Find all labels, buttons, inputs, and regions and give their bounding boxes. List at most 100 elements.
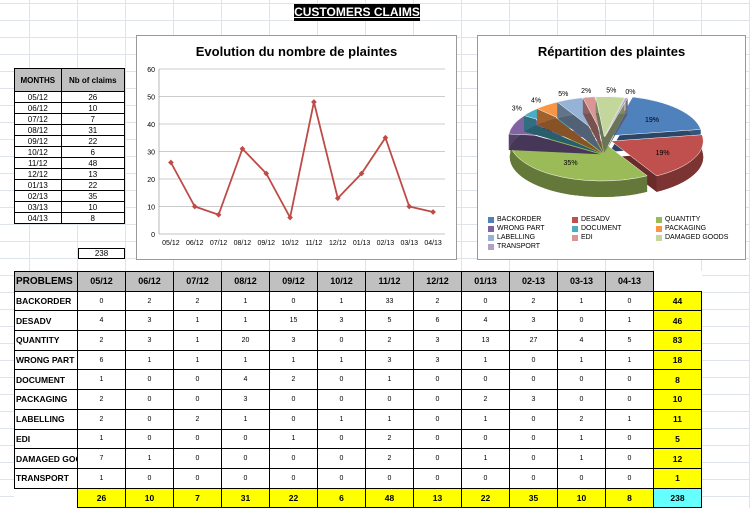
problem-value[interactable]: 0 [605, 290, 654, 312]
problem-value[interactable]: 0 [557, 389, 606, 410]
problem-value[interactable]: 4 [221, 369, 270, 391]
pie-slice-damaged-goods[interactable] [595, 96, 626, 153]
problem-value[interactable]: 0 [173, 428, 222, 450]
problem-value[interactable]: 1 [77, 467, 126, 489]
month-cell[interactable]: 11/12 [14, 157, 62, 169]
problem-value[interactable]: 3 [221, 389, 270, 410]
problem-value[interactable]: 5 [365, 310, 414, 332]
problem-value[interactable]: 6 [77, 349, 126, 371]
problem-value[interactable]: 0 [317, 428, 366, 450]
problem-value[interactable]: 1 [221, 290, 270, 312]
problem-value[interactable]: 2 [173, 290, 222, 312]
problem-value[interactable]: 0 [317, 369, 366, 391]
problem-value[interactable]: 0 [125, 428, 174, 450]
legend-item[interactable]: DAMAGED GOODS [656, 234, 728, 241]
problem-value[interactable]: 0 [509, 349, 558, 371]
problem-value[interactable]: 0 [125, 408, 174, 430]
data-point[interactable] [430, 209, 436, 215]
claims-cell[interactable]: 48 [60, 157, 126, 169]
problem-total[interactable]: 8 [653, 369, 702, 391]
problem-value[interactable]: 6 [413, 310, 462, 332]
claims-cell[interactable]: 8 [60, 212, 126, 224]
month-cell[interactable]: 07/12 [14, 113, 62, 125]
problem-value[interactable]: 1 [173, 330, 222, 351]
problem-value[interactable]: 3 [413, 349, 462, 371]
problem-value[interactable]: 2 [461, 389, 510, 410]
problem-value[interactable]: 1 [605, 349, 654, 371]
problem-value[interactable]: 1 [317, 290, 366, 312]
problem-value[interactable]: 2 [173, 408, 222, 430]
problem-value[interactable]: 1 [605, 408, 654, 430]
problem-value[interactable]: 1 [269, 428, 318, 450]
problem-value[interactable]: 1 [461, 408, 510, 430]
problem-value[interactable]: 0 [317, 448, 366, 469]
problem-value[interactable]: 3 [365, 349, 414, 371]
data-point[interactable] [239, 145, 246, 152]
problem-value[interactable]: 1 [317, 408, 366, 430]
problem-total[interactable]: 44 [653, 290, 702, 312]
problem-name[interactable]: EDI [14, 428, 78, 450]
claims-cell[interactable]: 13 [60, 168, 126, 180]
claims-cell[interactable]: 22 [60, 179, 126, 191]
problem-name[interactable]: DESADV [14, 310, 78, 332]
problem-name[interactable]: DOCUMENT [14, 369, 78, 391]
problem-value[interactable]: 2 [365, 428, 414, 450]
data-point[interactable] [263, 170, 270, 177]
pie-slice-desadv[interactable] [610, 134, 704, 192]
problem-total[interactable]: 11 [653, 408, 702, 430]
column-total[interactable]: 8 [605, 487, 654, 508]
data-point[interactable] [334, 195, 341, 202]
problem-value[interactable]: 2 [365, 448, 414, 469]
month-cell[interactable]: 06/12 [14, 102, 62, 114]
data-point[interactable] [215, 211, 222, 218]
pie-slice-transport[interactable] [604, 97, 629, 153]
problem-value[interactable]: 1 [557, 428, 606, 450]
problem-value[interactable]: 0 [461, 369, 510, 391]
legend-item[interactable]: LABELLING [488, 234, 535, 241]
problem-value[interactable]: 0 [365, 467, 414, 489]
claims-cell[interactable]: 10 [60, 201, 126, 213]
problem-value[interactable]: 0 [125, 467, 174, 489]
legend-item[interactable]: BACKORDER [488, 216, 541, 223]
problem-value[interactable]: 0 [605, 369, 654, 391]
problem-value[interactable]: 0 [557, 310, 606, 332]
problem-value[interactable]: 0 [605, 428, 654, 450]
problem-value[interactable]: 2 [77, 389, 126, 410]
problem-value[interactable]: 1 [557, 290, 606, 312]
problem-total[interactable]: 10 [653, 389, 702, 410]
legend-item[interactable]: DOCUMENT [572, 225, 621, 232]
pie-slice-edi[interactable] [582, 96, 604, 153]
data-point[interactable] [382, 134, 389, 141]
month-cell[interactable]: 04/13 [14, 212, 62, 224]
problem-value[interactable]: 1 [557, 448, 606, 469]
column-total[interactable]: 26 [77, 487, 126, 508]
problem-value[interactable]: 0 [461, 428, 510, 450]
problem-value[interactable]: 1 [605, 310, 654, 332]
problem-total[interactable]: 83 [653, 330, 702, 351]
column-total[interactable]: 6 [317, 487, 366, 508]
problem-value[interactable]: 1 [77, 428, 126, 450]
problem-value[interactable]: 3 [269, 330, 318, 351]
problem-value[interactable]: 1 [317, 349, 366, 371]
legend-item[interactable]: EDI [572, 234, 593, 241]
problem-value[interactable]: 0 [413, 467, 462, 489]
problem-value[interactable]: 0 [605, 389, 654, 410]
problem-name[interactable]: QUANTITY [14, 330, 78, 351]
problem-name[interactable]: WRONG PART [14, 349, 78, 371]
claims-cell[interactable]: 6 [60, 146, 126, 158]
problem-value[interactable]: 3 [509, 310, 558, 332]
problem-value[interactable]: 0 [557, 467, 606, 489]
problem-value[interactable]: 1 [461, 349, 510, 371]
problem-value[interactable]: 0 [269, 408, 318, 430]
claims-cell[interactable]: 22 [60, 135, 126, 147]
claims-cell[interactable]: 26 [60, 91, 126, 103]
problem-value[interactable]: 0 [557, 369, 606, 391]
problem-value[interactable]: 1 [221, 310, 270, 332]
claims-cell[interactable]: 31 [60, 124, 126, 136]
claims-cell[interactable]: 7 [60, 113, 126, 125]
problem-value[interactable]: 0 [269, 389, 318, 410]
problem-value[interactable]: 0 [605, 448, 654, 469]
problem-value[interactable]: 0 [509, 428, 558, 450]
problem-value[interactable]: 1 [125, 448, 174, 469]
month-cell[interactable]: 09/12 [14, 135, 62, 147]
